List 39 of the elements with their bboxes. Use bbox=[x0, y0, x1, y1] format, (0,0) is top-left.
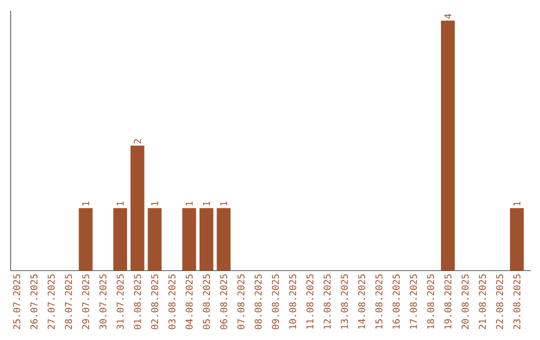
data-label: 1 bbox=[513, 202, 520, 206]
x-tick-label: 20.08.2025 bbox=[462, 274, 469, 330]
data-label: 1 bbox=[203, 202, 210, 206]
x-tick-label: 23.08.2025 bbox=[513, 274, 520, 330]
x-tick-label: 03.08.2025 bbox=[168, 274, 176, 330]
x-tick-label: 22.08.2025 bbox=[496, 274, 504, 330]
x-tick-label: 29.07.2025 bbox=[82, 274, 90, 330]
x-tick-label: 27.07.2025 bbox=[48, 274, 55, 330]
data-label: 4 bbox=[444, 14, 452, 19]
x-tick-label: 13.08.2025 bbox=[340, 274, 348, 329]
x-tick-label: 31.07.2025 bbox=[116, 274, 124, 330]
x-tick-label: 25.07.2025 bbox=[13, 274, 20, 330]
x-tick-label: 11.08.2025 bbox=[306, 274, 314, 329]
x-tick-label: 09.08.2025 bbox=[272, 274, 279, 330]
x-tick-label: 18.08.2025 bbox=[427, 274, 434, 329]
x-tick-label: 02.08.2025 bbox=[151, 274, 158, 330]
x-tick-label: 30.07.2025 bbox=[99, 274, 106, 330]
x-tick-label: 04.08.2025 bbox=[186, 274, 193, 330]
data-label: 1 bbox=[151, 202, 158, 206]
x-tick-label: 06.08.2025 bbox=[220, 274, 228, 330]
x-tick-label: 14.08.2025 bbox=[358, 274, 366, 329]
x-tick-label: 15.08.2025 bbox=[375, 274, 382, 329]
x-tick-label: 19.08.2025 bbox=[444, 274, 452, 329]
x-tick-label: 28.07.2025 bbox=[64, 274, 72, 330]
data-label: 2 bbox=[134, 139, 141, 144]
x-tick-label: 01.08.2025 bbox=[134, 274, 141, 330]
x-tick-label: 17.08.2025 bbox=[410, 274, 417, 329]
x-tick-label: 26.07.2025 bbox=[30, 274, 38, 330]
data-label: 1 bbox=[82, 202, 90, 206]
x-tick-label: 12.08.2025 bbox=[324, 274, 331, 329]
x-tick-label: 05.08.2025 bbox=[202, 274, 210, 330]
x-tick-label: 10.08.2025 bbox=[289, 274, 296, 329]
data-label: 1 bbox=[186, 202, 193, 206]
x-tick-label: 16.08.2025 bbox=[392, 274, 400, 329]
data-label: 1 bbox=[220, 202, 228, 206]
x-tick-label: 08.08.2025 bbox=[254, 274, 262, 330]
x-tick-label: 07.08.2025 bbox=[237, 274, 244, 330]
x-tick-label: 21.08.2025 bbox=[478, 274, 486, 330]
data-label: 1 bbox=[116, 202, 124, 206]
